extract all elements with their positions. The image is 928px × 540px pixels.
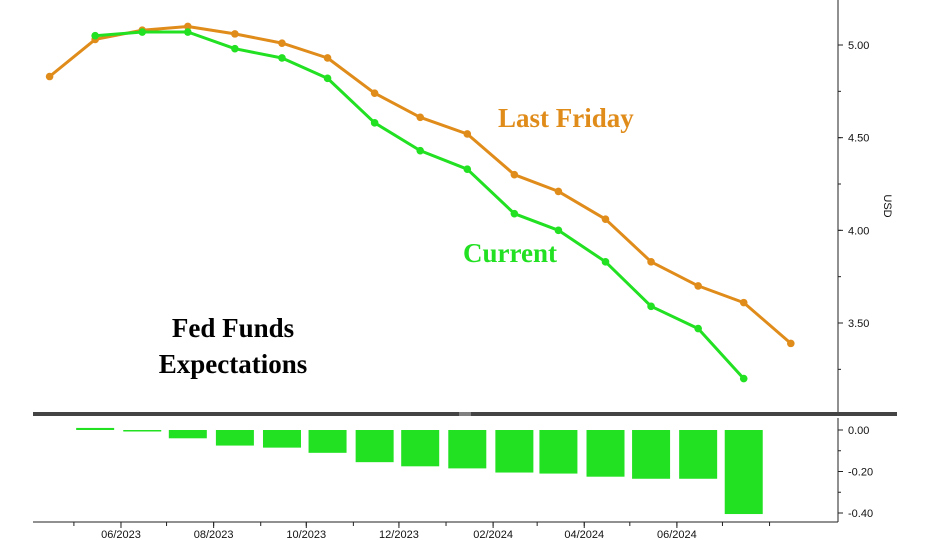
x-tick-label: 08/2023 — [194, 529, 234, 540]
series-point — [184, 22, 192, 31]
series-point — [45, 72, 54, 81]
series-point — [231, 30, 239, 38]
y-axis-bottom: 0.00 -0.20 -0.40 — [838, 425, 873, 520]
line-series — [45, 22, 795, 383]
x-tick-label: 02/2024 — [473, 529, 513, 540]
series-point — [694, 282, 702, 290]
series-point — [370, 89, 379, 97]
series-point — [463, 130, 472, 138]
bar-series — [76, 427, 763, 515]
series-point — [278, 39, 286, 47]
bar — [539, 430, 578, 474]
y-tick-label: 4.50 — [848, 133, 869, 145]
y-axis-top: 5.00 4.50 4.00 3.50 — [838, 40, 869, 370]
series-point — [463, 165, 472, 173]
series-label-current: Current — [463, 238, 557, 268]
y-tick-label: 3.50 — [848, 318, 869, 330]
bar — [76, 427, 115, 430]
bar — [123, 430, 162, 432]
bar — [308, 430, 347, 453]
y-axis-unit-label: USD — [881, 194, 893, 217]
series-point — [739, 374, 748, 383]
series-point — [370, 119, 379, 127]
series-label-last-friday: Last Friday — [498, 103, 634, 133]
series-point — [554, 187, 563, 196]
y-tick-label: -0.20 — [848, 467, 873, 479]
series-point — [416, 113, 425, 122]
series-point — [278, 54, 286, 62]
series-point — [601, 258, 610, 266]
series-point — [184, 28, 192, 36]
bar — [355, 430, 394, 463]
series-point — [554, 226, 563, 235]
bar — [168, 430, 207, 439]
x-tick-label: 04/2024 — [564, 529, 604, 540]
series-point — [647, 302, 655, 311]
series-point — [739, 298, 748, 307]
series-point — [694, 324, 702, 333]
x-tick-label: 06/2024 — [657, 529, 697, 540]
x-tick-label: 12/2023 — [379, 529, 419, 540]
series-point — [323, 74, 332, 83]
y-tick-label: 0.00 — [848, 425, 869, 437]
series-point — [510, 209, 519, 218]
series-point — [787, 339, 795, 348]
bar — [401, 430, 440, 467]
panel-divider[interactable] — [33, 412, 897, 416]
bar — [724, 430, 763, 515]
x-axis: 06/2023 08/2023 10/2023 12/2023 02/2024 04/20… — [73, 522, 771, 540]
divider-grip-icon[interactable] — [459, 412, 471, 416]
bar — [632, 430, 671, 479]
bar — [586, 430, 625, 477]
series-point — [323, 54, 332, 62]
bar — [495, 430, 534, 473]
chart-title-line-1: Fed Funds — [172, 313, 294, 343]
bar — [262, 430, 301, 448]
y-tick-label: 5.00 — [848, 40, 869, 52]
series-line-last-friday — [48, 25, 792, 345]
series-point — [510, 170, 519, 179]
chart-title-line-2: Expectations — [159, 349, 308, 379]
series-point — [91, 31, 99, 40]
y-tick-label: 4.00 — [848, 225, 869, 237]
x-tick-label: 06/2023 — [101, 529, 141, 540]
series-point — [647, 258, 655, 266]
series-point — [138, 28, 147, 36]
bar — [215, 430, 254, 446]
bar — [448, 430, 487, 469]
x-tick-label: 10/2023 — [286, 529, 326, 540]
series-point — [231, 44, 239, 53]
bar — [679, 430, 718, 479]
series-point — [416, 146, 425, 155]
series-point — [601, 215, 610, 224]
y-tick-label: -0.40 — [848, 508, 873, 520]
